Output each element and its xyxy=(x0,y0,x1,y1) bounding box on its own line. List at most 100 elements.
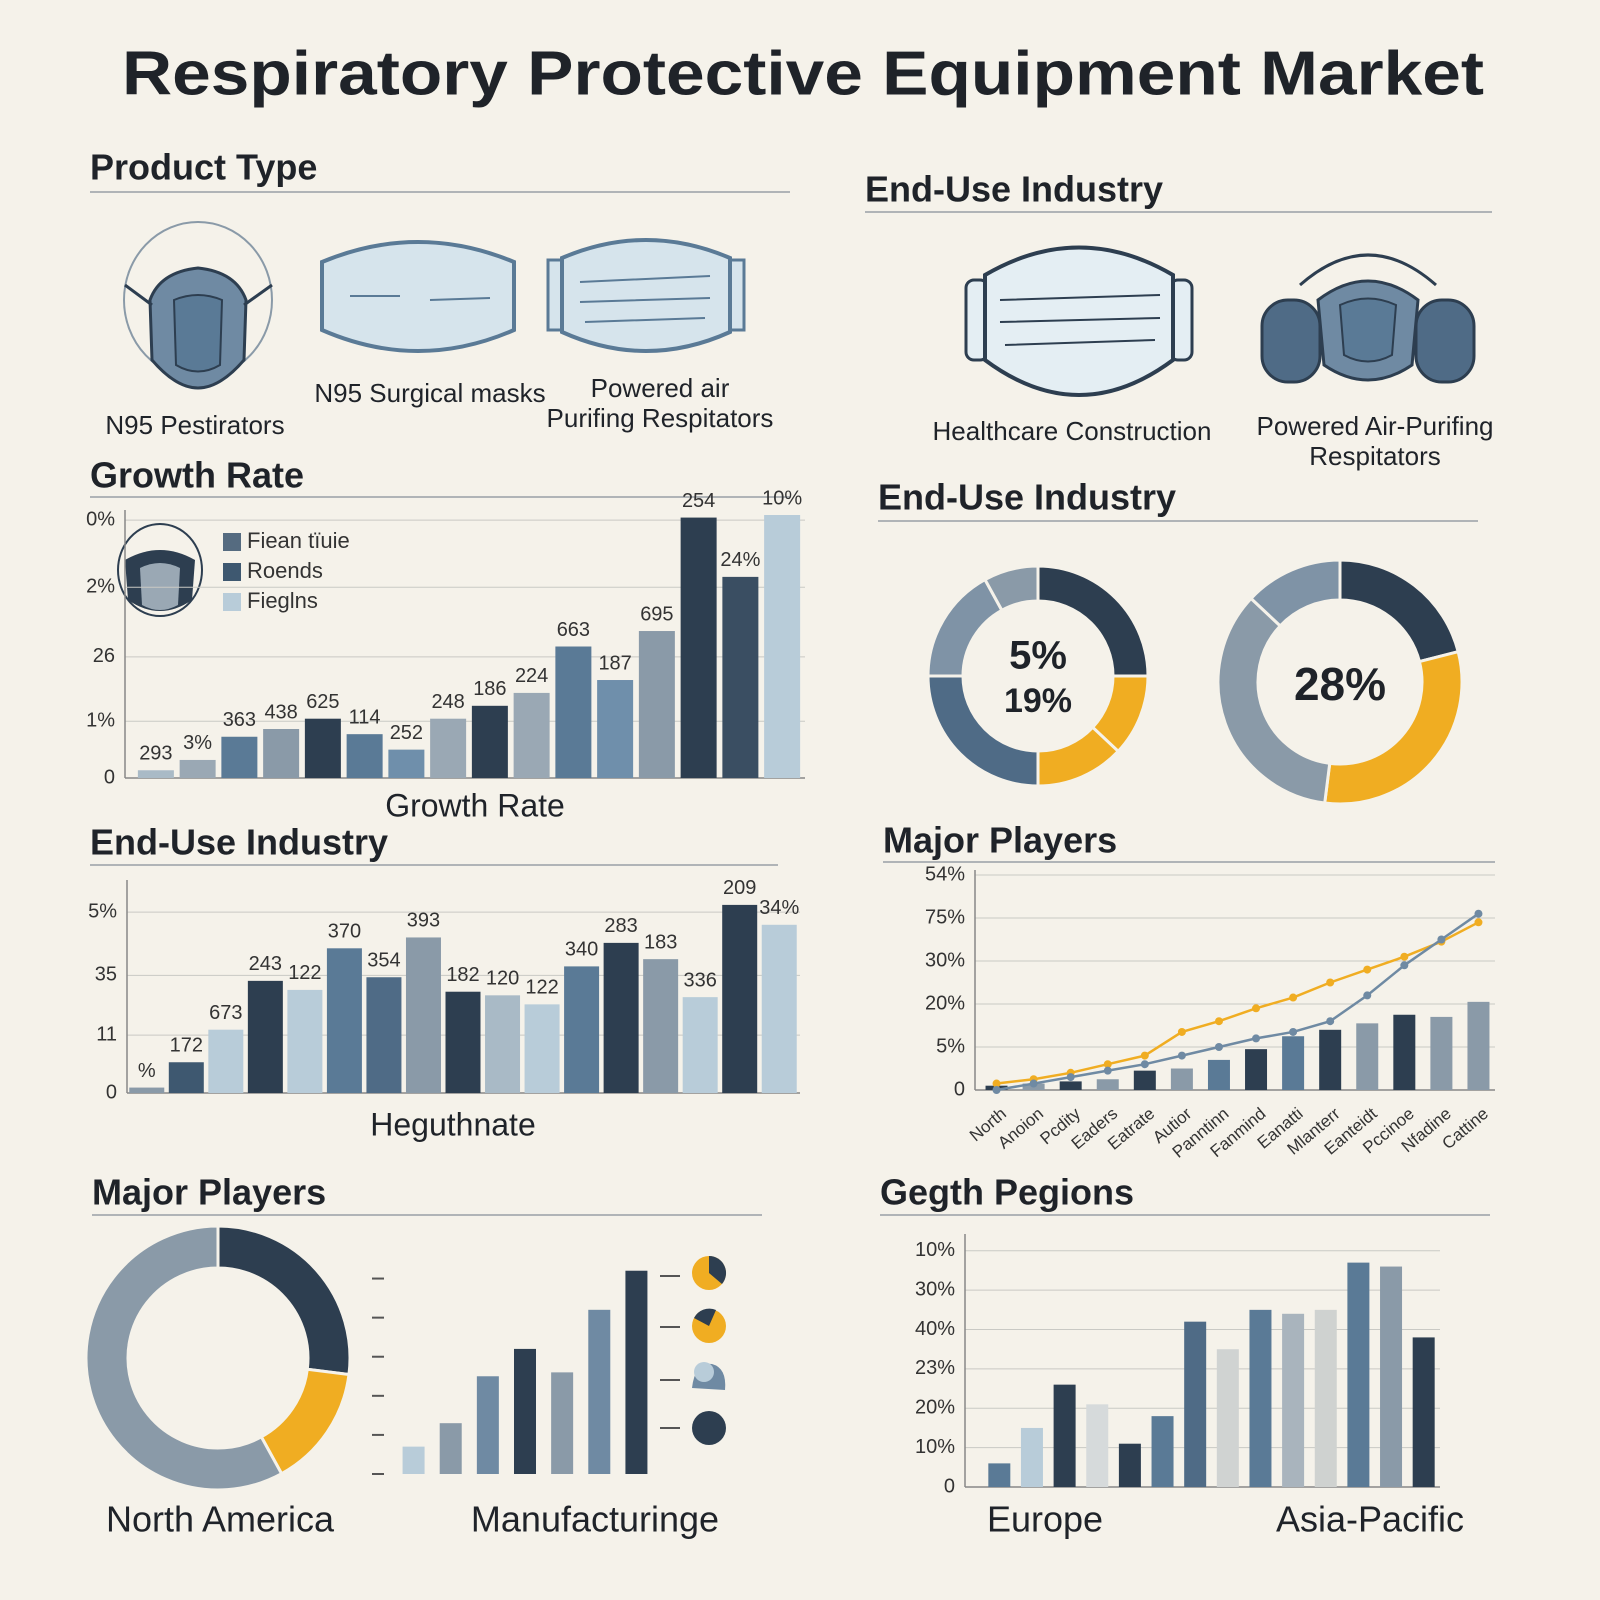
data-label: 224 xyxy=(515,665,548,687)
y-tick-label: 0 xyxy=(944,1475,955,1497)
data-label: 370 xyxy=(328,921,361,943)
y-tick-label: 75% xyxy=(925,906,965,928)
bar xyxy=(1184,1321,1207,1487)
section-title: Gegth Pegions xyxy=(880,1172,1134,1213)
y-tick-label: 11 xyxy=(96,1023,117,1045)
bar xyxy=(388,749,425,778)
bar xyxy=(1282,1313,1305,1487)
icon-label: N95 Surgical masks xyxy=(314,378,545,408)
y-tick-label: 0 xyxy=(106,1081,117,1103)
section-title: End-Use Industry xyxy=(878,477,1176,518)
donut-segment xyxy=(1216,596,1332,805)
data-label: 209 xyxy=(723,877,756,899)
bar xyxy=(1393,1014,1416,1090)
x-axis-label: Heguthnate xyxy=(370,1106,535,1142)
line-point xyxy=(1140,1051,1149,1060)
icon-label: Healthcare Construction xyxy=(933,416,1212,446)
annotation: Asia-Pacific xyxy=(1276,1499,1464,1540)
data-label: 252 xyxy=(390,722,423,744)
line-point xyxy=(1326,978,1335,987)
bar xyxy=(287,989,323,1093)
growth-mask-icon xyxy=(117,523,203,617)
donut-segment xyxy=(982,564,1040,613)
bar xyxy=(643,959,679,1093)
data-label: 293 xyxy=(139,743,172,765)
line-point xyxy=(1363,991,1372,1000)
bar xyxy=(1096,1079,1119,1090)
bar xyxy=(682,997,718,1093)
y-tick-label: 30% xyxy=(925,949,965,971)
legend-label: Fiean tïuie xyxy=(247,528,350,553)
data-label: 120 xyxy=(486,968,519,990)
legend-swatch xyxy=(223,533,241,551)
bar xyxy=(208,1029,244,1093)
data-label: 340 xyxy=(565,939,598,961)
bar xyxy=(476,1376,499,1474)
bar xyxy=(1059,1081,1082,1090)
y-tick-label: 20% xyxy=(925,992,965,1014)
data-label: 122 xyxy=(525,977,558,999)
icon-label: Purifing Respitators xyxy=(547,403,774,433)
bar xyxy=(988,1463,1011,1487)
line-point xyxy=(1103,1060,1112,1069)
line-point xyxy=(1103,1066,1112,1075)
line-point xyxy=(1140,1060,1149,1069)
bar xyxy=(471,705,508,778)
bar xyxy=(1053,1384,1076,1487)
center-label: 19% xyxy=(1004,682,1072,720)
bar xyxy=(1319,1029,1342,1090)
bar xyxy=(168,1062,204,1093)
bar xyxy=(326,948,362,1093)
respirator-icon xyxy=(1260,253,1476,384)
chart-label: Manufacturinge xyxy=(471,1499,719,1540)
y-tick-label: 26 xyxy=(93,645,115,667)
bar xyxy=(513,692,550,778)
bar xyxy=(1207,1059,1230,1090)
line-point xyxy=(1177,1051,1186,1060)
y-tick-label: 40% xyxy=(915,1318,955,1340)
icon-label: Powered air xyxy=(591,373,730,403)
data-label: 438 xyxy=(264,701,297,723)
data-label: 10% xyxy=(762,487,802,509)
bar xyxy=(722,576,759,778)
bar xyxy=(1118,1443,1141,1487)
line-point xyxy=(1029,1079,1038,1088)
legend-swatch xyxy=(223,563,241,581)
section-title: Product Type xyxy=(90,147,317,188)
bar xyxy=(1430,1016,1453,1090)
data-label: % xyxy=(138,1060,156,1082)
data-label: 172 xyxy=(170,1035,203,1057)
bar xyxy=(485,995,521,1093)
line-point xyxy=(1289,1027,1298,1036)
line-point xyxy=(1177,1027,1186,1036)
bar xyxy=(761,924,797,1093)
donut-segment xyxy=(1248,558,1342,628)
bar xyxy=(263,729,300,778)
y-tick-label: 0 xyxy=(104,766,115,788)
line-point xyxy=(1214,1017,1223,1026)
line xyxy=(996,912,1480,1092)
line-point xyxy=(1400,961,1409,970)
bar xyxy=(680,517,717,778)
papr-mask-icon xyxy=(546,238,746,353)
line-point xyxy=(1474,909,1483,918)
data-label: 393 xyxy=(407,910,440,932)
data-label: 243 xyxy=(249,953,282,975)
data-label: 186 xyxy=(473,678,506,700)
bar xyxy=(551,1372,574,1474)
line-point xyxy=(1252,1004,1261,1013)
bar xyxy=(137,770,174,778)
bar xyxy=(445,991,481,1093)
section-title: Major Players xyxy=(92,1172,326,1213)
bar xyxy=(1249,1309,1272,1487)
bar xyxy=(625,1270,648,1474)
bar xyxy=(405,937,441,1093)
bar xyxy=(129,1087,165,1093)
data-label: 34% xyxy=(759,897,799,919)
y-tick-label: 35 xyxy=(95,964,117,986)
data-label: 24% xyxy=(720,549,760,571)
page-title: Respiratory Protective Equipment Market xyxy=(122,39,1484,108)
data-label: 122 xyxy=(288,962,321,984)
section-title: Growth Rate xyxy=(90,455,304,496)
